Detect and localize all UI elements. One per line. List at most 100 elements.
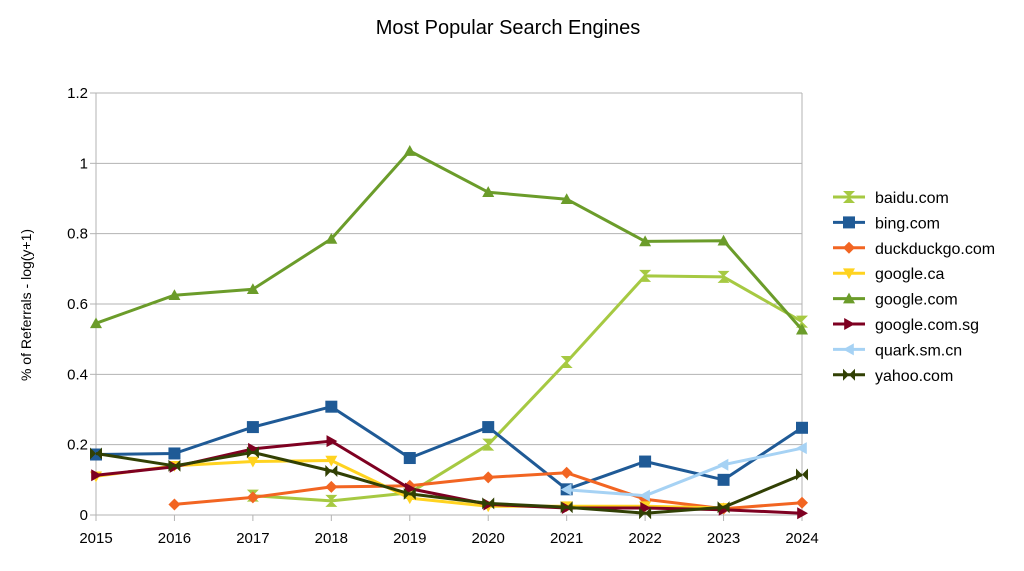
data-point-quark-sm-cn	[639, 489, 650, 502]
data-point-yahoo-com	[639, 507, 652, 520]
legend-item-yahoo-com: yahoo.com	[833, 368, 953, 385]
series-quark-sm-cn	[560, 442, 807, 502]
y-tick-label: 0.2	[67, 437, 88, 454]
x-tick-labels: 2015 2016 2017 2018 2019 2020 2021 2022 2023 2024	[79, 530, 818, 547]
y-tick-label: 0	[80, 507, 88, 524]
legend-label: quark.sm.cn	[875, 342, 962, 359]
data-point-google-com	[90, 317, 102, 329]
x-tick-label: 2023	[707, 530, 740, 547]
legend-marker	[843, 241, 855, 254]
data-point-yahoo-com	[325, 465, 338, 478]
series-line-bing-com	[95, 405, 803, 491]
data-point-google-ca	[325, 455, 338, 467]
data-point-yahoo-com	[717, 501, 730, 514]
y-tick-label: 0.6	[67, 296, 88, 313]
x-tick-label: 2017	[236, 530, 269, 547]
data-point-duckduckgo-com	[325, 480, 338, 493]
data-point-duckduckgo-com	[560, 466, 573, 479]
data-point-google-com-sg	[326, 435, 338, 448]
y-tick-label: 0.4	[67, 366, 88, 383]
data-point-quark-sm-cn	[796, 442, 807, 455]
y-tick-label: 1.2	[67, 85, 88, 102]
data-point-google-com	[403, 145, 416, 156]
data-point-baidu-com	[325, 494, 338, 507]
data-point-yahoo-com	[90, 447, 102, 460]
gridlines	[96, 92, 803, 515]
y-tick-label: 0.8	[67, 226, 88, 243]
y-tick-label: 1	[80, 155, 88, 172]
legend-label: google.com.sg	[875, 317, 979, 334]
data-point-bing-com	[796, 421, 808, 434]
data-point-google-com	[560, 193, 573, 205]
legend-label: google.com	[875, 292, 958, 309]
data-point-yahoo-com	[796, 468, 808, 481]
data-point-google-com-sg	[404, 482, 416, 495]
data-point-baidu-com	[482, 438, 495, 451]
data-point-yahoo-com	[168, 459, 181, 472]
series-group	[90, 145, 808, 520]
legend-label: google.ca	[875, 266, 944, 283]
data-point-google-com	[246, 283, 259, 295]
series-bing-com	[90, 400, 808, 496]
legend-marker	[843, 343, 854, 356]
legend-item-google-com: google.com	[833, 292, 958, 309]
series-google-com	[90, 145, 808, 335]
data-point-google-com	[639, 235, 652, 247]
legend-label: yahoo.com	[875, 368, 953, 385]
x-tick-label: 2022	[628, 530, 661, 547]
legend-label: duckduckgo.com	[875, 241, 995, 258]
series-yahoo-com	[90, 446, 808, 520]
data-point-yahoo-com	[246, 446, 259, 459]
legend: baidu.com bing.com duckduckgo.com google.ca…	[833, 190, 995, 385]
legend-item-quark-sm-cn: quark.sm.cn	[833, 342, 962, 359]
legend-label: baidu.com	[875, 190, 949, 207]
legend-item-google-com-sg: google.com.sg	[833, 317, 979, 334]
data-point-baidu-com	[717, 270, 730, 283]
data-point-yahoo-com	[560, 501, 573, 514]
legend-item-duckduckgo-com: duckduckgo.com	[833, 241, 995, 258]
data-point-duckduckgo-com	[246, 491, 259, 504]
data-point-bing-com	[717, 473, 730, 486]
y-tick-labels: 0 0.2 0.4 0.6 0.8 1 1.2	[67, 85, 88, 524]
legend-label: bing.com	[875, 215, 940, 232]
legend-marker	[843, 268, 855, 280]
legend-marker	[843, 368, 855, 381]
series-line-baidu-com	[252, 274, 803, 503]
data-point-bing-com	[482, 421, 495, 434]
axes	[90, 92, 803, 521]
data-point-bing-com	[246, 421, 259, 434]
data-point-google-com	[168, 289, 181, 301]
data-point-baidu-com	[639, 269, 652, 282]
data-point-bing-com	[325, 400, 338, 413]
data-point-google-com-sg	[797, 507, 808, 520]
data-point-bing-com	[168, 447, 181, 460]
data-point-quark-sm-cn	[717, 458, 729, 471]
y-axis-label: % of Referrals - log(y+1)	[18, 229, 34, 381]
data-point-duckduckgo-com	[168, 498, 181, 511]
legend-marker	[843, 191, 855, 203]
data-point-yahoo-com	[403, 487, 416, 500]
data-point-quark-sm-cn	[560, 483, 572, 496]
legend-item-baidu-com: baidu.com	[833, 190, 949, 207]
legend-item-bing-com: bing.com	[833, 215, 940, 232]
legend-marker	[844, 318, 855, 330]
data-point-google-com	[325, 232, 338, 244]
x-tick-label: 2016	[158, 530, 191, 547]
data-point-google-com-sg	[91, 469, 102, 482]
data-point-google-com	[482, 186, 495, 197]
data-point-duckduckgo-com	[796, 496, 808, 509]
data-point-bing-com	[639, 455, 652, 468]
x-tick-label: 2020	[472, 530, 505, 547]
data-point-duckduckgo-com	[482, 471, 495, 484]
legend-item-google-ca: google.ca	[833, 266, 944, 283]
data-point-google-ca	[246, 456, 259, 468]
legend-marker	[843, 216, 855, 229]
series-line-quark-sm-cn	[566, 446, 803, 498]
data-point-google-com-sg	[640, 501, 652, 514]
data-point-baidu-com	[560, 356, 573, 369]
data-point-yahoo-com	[482, 497, 495, 510]
data-point-google-com	[796, 323, 808, 335]
data-point-google-com	[717, 234, 730, 246]
series-line-google-com	[95, 149, 804, 331]
